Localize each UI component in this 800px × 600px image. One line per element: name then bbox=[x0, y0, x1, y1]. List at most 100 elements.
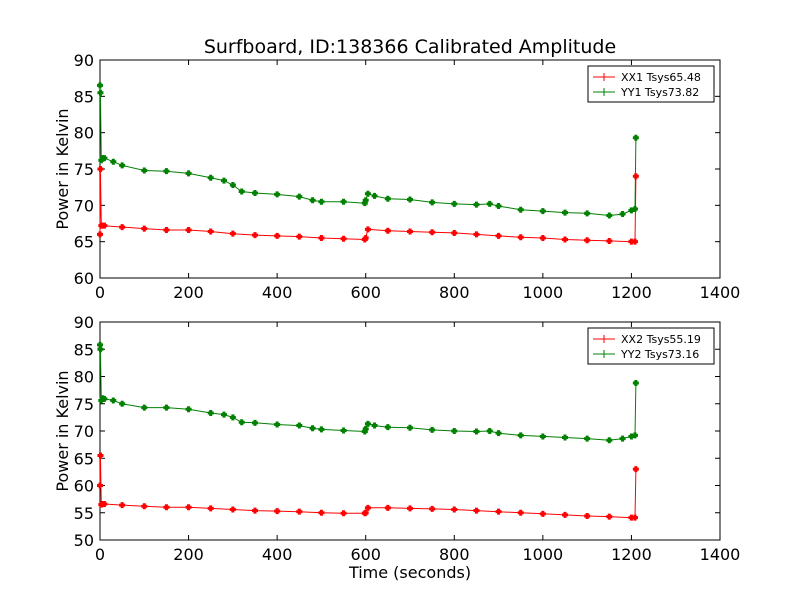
x-tick-label: 1200 bbox=[611, 283, 652, 302]
data-point bbox=[229, 181, 236, 188]
data-point bbox=[207, 410, 214, 417]
data-point bbox=[407, 228, 413, 235]
data-point bbox=[429, 199, 436, 206]
data-point bbox=[429, 505, 436, 512]
data-point bbox=[141, 404, 148, 411]
data-point bbox=[407, 505, 413, 512]
data-point bbox=[207, 228, 214, 235]
data-point bbox=[296, 233, 303, 240]
data-point bbox=[185, 406, 192, 413]
legend-box bbox=[587, 65, 715, 103]
y-tick-label: 85 bbox=[74, 87, 94, 106]
y-tick-label: 65 bbox=[74, 449, 94, 468]
y-tick-label: 90 bbox=[74, 51, 94, 70]
data-point bbox=[539, 235, 546, 242]
data-point bbox=[163, 168, 170, 175]
data-point bbox=[495, 203, 502, 210]
bottom-panel: 0 200 400 600 800 1000 1200 1400 50 55 60 65 70 75 80 8… bbox=[53, 313, 740, 582]
data-point bbox=[296, 508, 303, 515]
y-tick-label: 70 bbox=[74, 196, 94, 215]
data-point bbox=[473, 507, 480, 514]
data-point bbox=[606, 437, 613, 444]
y-tick-label: 65 bbox=[74, 233, 94, 252]
data-point bbox=[207, 505, 214, 512]
data-point bbox=[229, 414, 236, 421]
data-point bbox=[340, 235, 347, 242]
data-point bbox=[238, 419, 245, 426]
data-point bbox=[407, 196, 413, 203]
y-tick-label: 75 bbox=[74, 395, 94, 414]
legend-marker bbox=[600, 73, 608, 81]
data-point bbox=[451, 506, 458, 513]
y-tick-label: 60 bbox=[74, 269, 94, 288]
data-point bbox=[221, 411, 227, 418]
data-point bbox=[451, 200, 458, 207]
data-point bbox=[495, 430, 502, 437]
data-point bbox=[207, 174, 214, 181]
y-tick-label: 90 bbox=[74, 313, 94, 332]
data-point bbox=[371, 422, 378, 429]
x-tick-label: 200 bbox=[173, 283, 204, 302]
x-tick-label: 0 bbox=[95, 545, 105, 564]
legend-label: XX2 Tsys55.19 bbox=[621, 333, 701, 346]
data-point bbox=[101, 222, 108, 229]
x-axis-label: Time (seconds) bbox=[348, 563, 471, 582]
legend-marker bbox=[600, 88, 608, 96]
data-point bbox=[632, 466, 639, 473]
data-point bbox=[584, 237, 591, 244]
data-point bbox=[119, 400, 126, 407]
data-point bbox=[163, 227, 170, 234]
x-tick-label: 1200 bbox=[611, 545, 652, 564]
x-tick-label: 800 bbox=[439, 283, 470, 302]
y-tick-label: 75 bbox=[74, 160, 94, 179]
legend-marker bbox=[600, 350, 608, 358]
data-point bbox=[584, 210, 591, 217]
data-point bbox=[252, 189, 258, 196]
data-point bbox=[539, 208, 546, 215]
legend-label: XX1 Tsys65.48 bbox=[621, 71, 701, 84]
data-point bbox=[429, 229, 436, 236]
data-point bbox=[562, 511, 568, 518]
data-point bbox=[163, 504, 170, 511]
y-tick-label: 70 bbox=[74, 422, 94, 441]
data-point bbox=[274, 421, 281, 428]
data-point bbox=[384, 424, 391, 431]
top-panel: 0 200 400 600 800 1000 1200 1400 60 65 70 75 80 85 90 P… bbox=[53, 36, 740, 302]
data-point bbox=[517, 432, 524, 439]
data-point bbox=[584, 513, 591, 520]
x-tick-label: 1000 bbox=[522, 545, 563, 564]
data-point bbox=[101, 501, 108, 508]
x-tick-label: 0 bbox=[95, 283, 105, 302]
data-point bbox=[495, 508, 502, 515]
data-point bbox=[252, 232, 258, 239]
data-point bbox=[631, 238, 638, 245]
data-point bbox=[340, 510, 347, 517]
y-tick-label: 60 bbox=[74, 477, 94, 496]
data-point bbox=[229, 506, 236, 513]
data-point bbox=[606, 513, 613, 520]
data-point bbox=[274, 232, 281, 239]
data-point bbox=[119, 224, 126, 231]
data-point bbox=[318, 426, 325, 433]
data-point bbox=[97, 482, 103, 489]
data-point bbox=[517, 234, 524, 241]
data-point bbox=[451, 428, 458, 434]
data-point bbox=[97, 166, 104, 172]
data-point bbox=[340, 427, 347, 434]
data-point bbox=[274, 191, 281, 198]
x-tick-label: 1000 bbox=[522, 283, 563, 302]
data-point bbox=[495, 232, 502, 239]
data-point bbox=[562, 209, 568, 216]
data-point bbox=[384, 504, 391, 511]
data-point bbox=[562, 236, 568, 243]
data-point bbox=[119, 502, 126, 509]
data-point bbox=[619, 435, 626, 442]
data-point bbox=[141, 503, 148, 510]
data-point bbox=[101, 395, 108, 402]
data-point bbox=[318, 509, 325, 516]
x-tick-label: 400 bbox=[262, 283, 293, 302]
y-tick-label: 85 bbox=[74, 340, 94, 359]
legend-box bbox=[587, 327, 715, 365]
data-point bbox=[473, 231, 480, 238]
y-tick-label: 80 bbox=[74, 368, 94, 387]
